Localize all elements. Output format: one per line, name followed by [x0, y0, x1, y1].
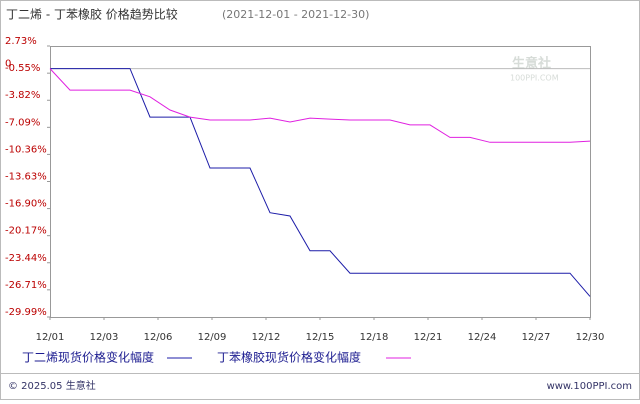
y-tick-label: -13.63% — [5, 172, 47, 183]
x-tick-label: 12/12 — [252, 332, 281, 343]
chart-subtitle: (2021-12-01 - 2021-12-30) — [222, 8, 369, 21]
legend-label: 丁二烯现货价格变化幅度 — [22, 350, 154, 365]
x-tick-label: 12/18 — [360, 332, 389, 343]
y-tick-label: 2.73% — [5, 36, 37, 47]
x-tick-label: 12/15 — [306, 332, 335, 343]
legend-label: 丁苯橡胶现货价格变化幅度 — [217, 350, 361, 365]
y-tick-label: -29.99% — [5, 307, 47, 318]
footer-right: www.100PPI.com — [547, 381, 632, 392]
watermark-site: 100PPI.COM — [510, 74, 559, 83]
series-line — [50, 68, 591, 297]
x-tick-label: 12/30 — [576, 332, 605, 343]
y-tick-label: -3.82% — [5, 90, 40, 101]
x-tick-label: 12/21 — [414, 332, 443, 343]
y-tick-label: -20.17% — [5, 226, 47, 237]
watermark: 生意社 — [512, 56, 551, 72]
y-tick-label: -0.55% — [5, 63, 40, 74]
x-tick-label: 12/06 — [144, 332, 173, 343]
y-tick-label: -16.90% — [5, 199, 47, 210]
y-tick-label: -10.36% — [5, 144, 47, 155]
x-tick-label: 12/24 — [468, 332, 497, 343]
x-tick-label: 12/27 — [522, 332, 551, 343]
footer-left: © 2025.05 生意社 — [8, 379, 96, 392]
y-tick-label: -7.09% — [5, 117, 40, 128]
chart-title: 丁二烯 - 丁苯橡胶 价格趋势比较 — [6, 7, 178, 22]
series-line — [49, 68, 591, 143]
x-tick-label: 12/09 — [198, 332, 227, 343]
x-tick-label: 12/01 — [36, 332, 65, 343]
y-tick-label: -26.71% — [5, 280, 47, 291]
y-tick-label: 0 — [5, 59, 11, 70]
x-tick-label: 12/03 — [90, 332, 119, 343]
y-tick-label: -23.44% — [5, 253, 47, 264]
